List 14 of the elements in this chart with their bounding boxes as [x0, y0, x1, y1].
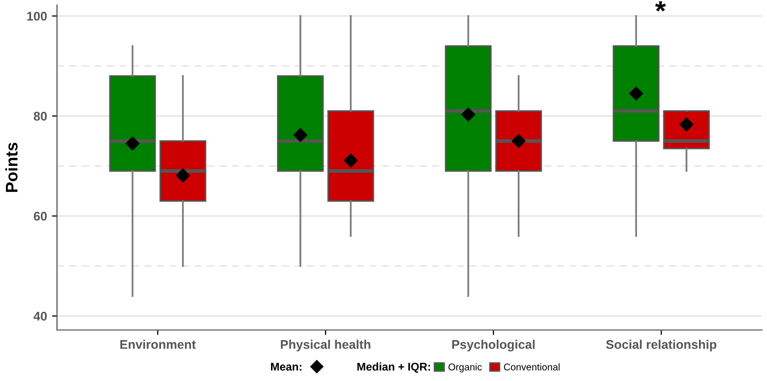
x-tick-label: Psychological	[452, 340, 535, 352]
text: Mean:	[271, 362, 302, 371]
y-tick-label: 60	[34, 212, 47, 221]
y-tick-label: 40	[34, 312, 47, 321]
x-tick-label: Social relationship	[606, 340, 716, 352]
y-tick-label: 80	[34, 112, 47, 121]
legend-title: Median + IQR:	[357, 362, 430, 373]
y-tick-label: 100	[27, 12, 47, 21]
legend-label: Conventional	[504, 363, 560, 370]
x-tick-label: Physical health	[280, 340, 370, 352]
annotation: *	[655, 1, 666, 12]
y-axis-title: Points	[5, 142, 18, 192]
x-tick-label: Environment	[120, 340, 196, 349]
legend-label: Organic	[448, 363, 482, 372]
